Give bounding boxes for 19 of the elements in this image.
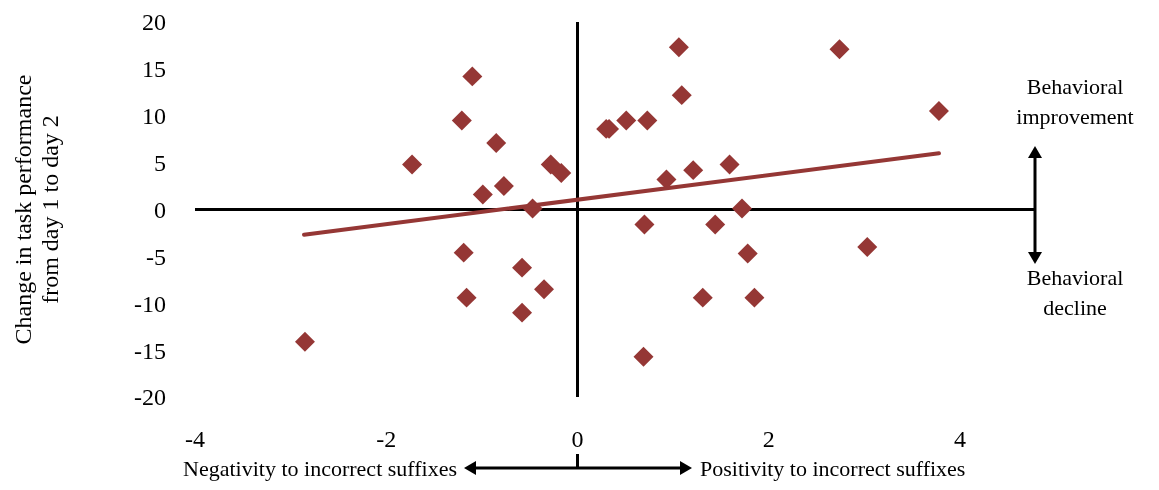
x-tick-label: 2 bbox=[762, 426, 775, 452]
y-axis-title: Change in task performance from day 1 to day 2 bbox=[9, 74, 64, 345]
y-tick-label: 0 bbox=[154, 196, 166, 223]
x-tick-label: 0 bbox=[571, 426, 584, 452]
y-tick-label: 10 bbox=[142, 103, 166, 130]
y-tick-label: -15 bbox=[134, 337, 166, 364]
y-tick-label: 15 bbox=[142, 56, 166, 83]
text: Behavioral decline bbox=[1026, 265, 1124, 320]
y-tick-label: -5 bbox=[146, 243, 166, 270]
y-tick-label: 5 bbox=[154, 150, 166, 177]
y-tick-label: -10 bbox=[134, 290, 166, 317]
text: Negativity to incorrect suffixes bbox=[183, 456, 457, 481]
x-tick-label: 4 bbox=[954, 426, 966, 452]
y-tick-label: -20 bbox=[134, 384, 166, 411]
y-tick-label: 20 bbox=[142, 9, 166, 36]
text: Behavioral improvement bbox=[1016, 74, 1134, 129]
text: Positivity to incorrect suffixes bbox=[700, 456, 966, 481]
x-tick-label: -4 bbox=[185, 426, 205, 452]
x-tick-label: -2 bbox=[376, 426, 397, 452]
